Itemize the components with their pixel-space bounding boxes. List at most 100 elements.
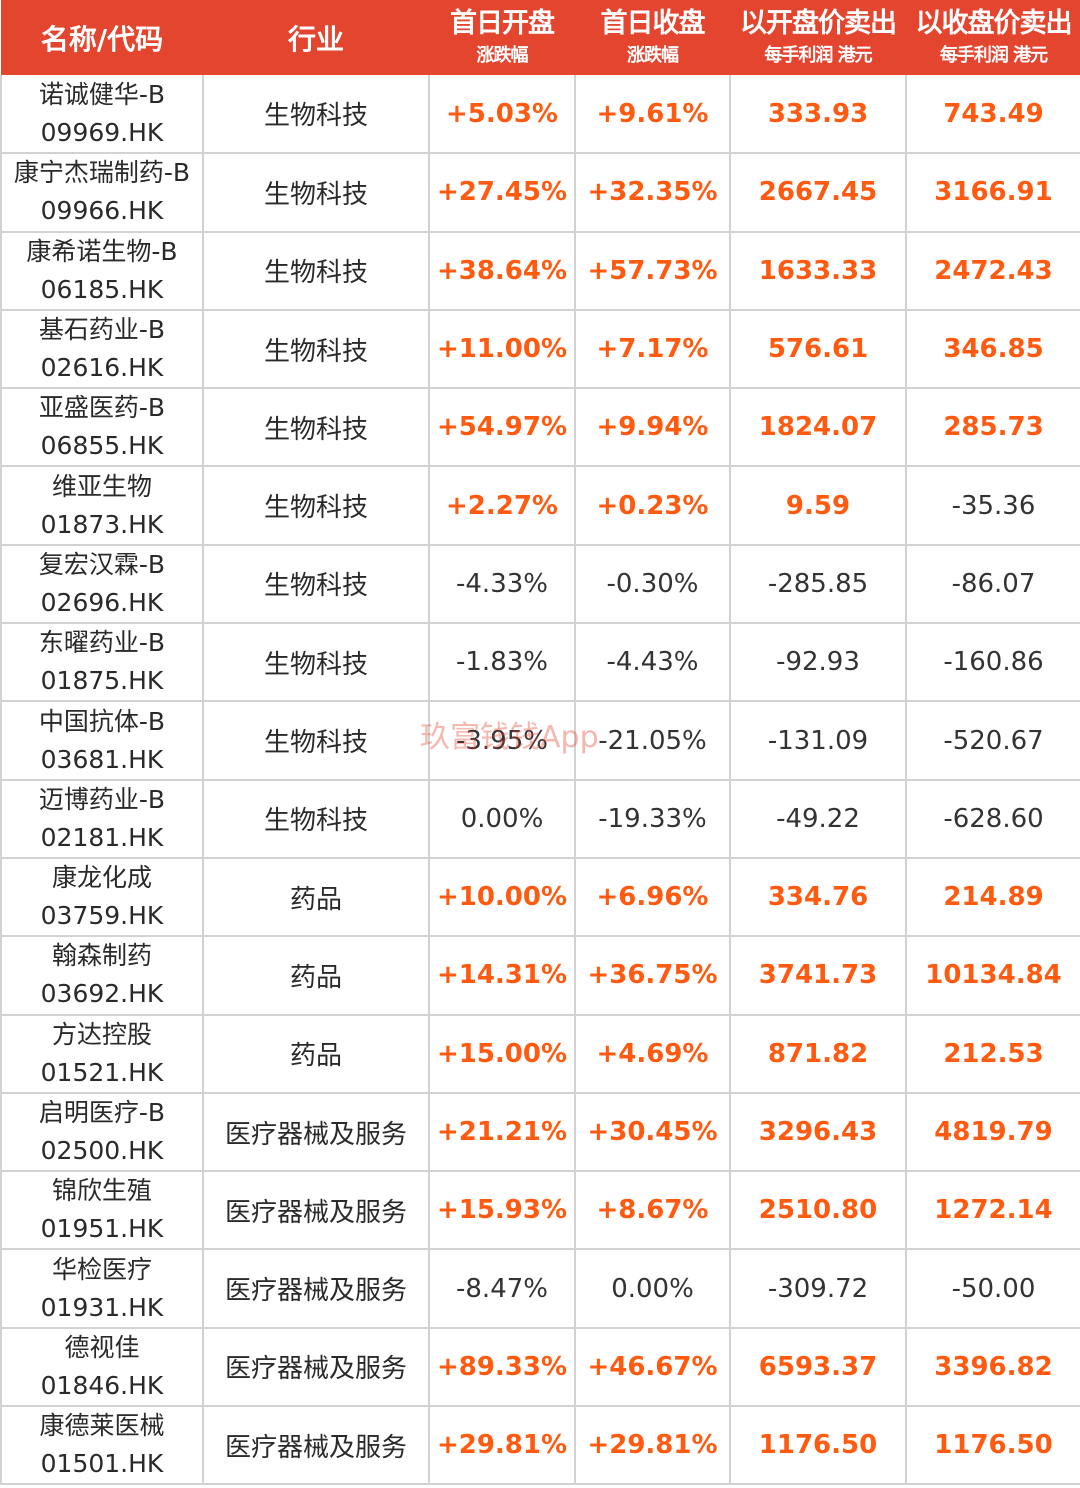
table-row: 维亚生物 01873.HK 生物科技 +2.27% +0.23% 9.59 -35.36 (0, 465, 1080, 546)
open-change-cell: +38.64% (428, 230, 576, 311)
table-row: 中国抗体-B 03681.HK 生物科技 -3.95% -21.05% -131.09 -5… (0, 700, 1080, 781)
stock-code: 02696.HK (40, 587, 164, 617)
profit-close-cell: -628.60 (905, 778, 1080, 859)
table-row: 康希诺生物-B 06185.HK 生物科技 +38.64% +57.73% 1633.33… (0, 230, 1080, 311)
stock-name: 康龙化成 (51, 863, 152, 893)
table-row: 康龙化成 03759.HK 药品 +10.00% +6.96% 334.76 214.89 (0, 856, 1080, 938)
stock-name: 启明医疗-B (38, 1098, 166, 1127)
profit-close-cell: 743.49 (905, 75, 1080, 155)
close-change-cell: -21.05% (574, 700, 731, 781)
industry-cell: 生物科技 (202, 75, 430, 155)
industry-cell: 医疗器械及服务 (202, 1170, 430, 1251)
close-change-cell: +36.75% (574, 935, 731, 1016)
close-change-cell: +32.35% (574, 152, 731, 233)
industry-cell: 生物科技 (202, 543, 430, 625)
open-change-cell: +89.33% (428, 1326, 576, 1408)
stock-name: 康宁杰瑞制药-B (13, 158, 191, 188)
stock-code: 02181.HK (40, 822, 164, 852)
stock-code: 09966.HK (40, 196, 164, 226)
stock-cell: 德视佳 01846.HK (0, 1326, 204, 1408)
industry-cell: 生物科技 (202, 387, 430, 468)
stock-name: 方达控股 (51, 1019, 152, 1049)
profit-open-cell: 9.59 (729, 465, 907, 546)
table-row: 德视佳 01846.HK 医疗器械及服务 +89.33% +46.67% 6593.37 3… (0, 1326, 1080, 1408)
stock-cell: 翰森制药 03692.HK (0, 935, 204, 1016)
open-change-cell: +14.31% (428, 935, 576, 1016)
stock-cell: 康希诺生物-B 06185.HK (0, 230, 204, 311)
stock-cell: 方达控股 01521.HK (0, 1013, 204, 1094)
open-change-cell: +5.03% (428, 75, 576, 155)
stock-cell: 迈博药业-B 02181.HK (0, 778, 204, 859)
stock-name: 迈博药业-B (38, 784, 166, 814)
header-close-title: 首日收盘 (600, 7, 706, 39)
stock-cell: 启明医疗-B 02500.HK (0, 1091, 204, 1173)
profit-open-cell: -309.72 (729, 1248, 907, 1329)
profit-close-cell: -50.00 (905, 1248, 1080, 1329)
stock-code: 01951.HK (40, 1214, 164, 1244)
table-row: 启明医疗-B 02500.HK 医疗器械及服务 +21.21% +30.45% 3296.… (0, 1091, 1080, 1173)
industry-cell: 生物科技 (202, 778, 430, 859)
stock-cell: 亚盛医药-B 06855.HK (0, 387, 204, 468)
stock-cell: 诺诚健华-B 09969.HK (0, 75, 204, 155)
industry-cell: 医疗器械及服务 (202, 1248, 430, 1329)
profit-close-cell: -520.67 (905, 700, 1080, 781)
profit-open-cell: -131.09 (729, 700, 907, 781)
open-change-cell: -3.95% (428, 700, 576, 781)
open-change-cell: +27.45% (428, 152, 576, 233)
profit-close-cell: 3166.91 (905, 152, 1080, 233)
profit-close-cell: 1272.14 (905, 1170, 1080, 1251)
stock-name: 康德莱医械 (39, 1411, 165, 1441)
industry-cell: 生物科技 (202, 152, 430, 233)
stock-cell: 东曜药业-B 01875.HK (0, 622, 204, 703)
profit-close-cell: 214.89 (905, 856, 1080, 938)
stock-cell: 康宁杰瑞制药-B 09966.HK (0, 152, 204, 233)
industry-cell: 医疗器械及服务 (202, 1405, 430, 1486)
profit-open-cell: 2667.45 (729, 152, 907, 233)
profit-close-cell: 346.85 (905, 308, 1080, 390)
profit-open-cell: 1176.50 (729, 1405, 907, 1486)
open-change-cell: +21.21% (428, 1091, 576, 1173)
stock-name: 翰森制药 (51, 941, 152, 971)
close-change-cell: -0.30% (574, 543, 731, 625)
header-name-code: 名称/代码 (1, 0, 203, 75)
profit-open-cell: 3741.73 (729, 935, 907, 1016)
close-change-cell: -4.43% (574, 622, 731, 703)
header-name-code-label: 名称/代码 (40, 22, 164, 56)
close-change-cell: +9.94% (574, 387, 731, 468)
stock-cell: 维亚生物 01873.HK (0, 465, 204, 546)
close-change-cell: -19.33% (574, 778, 731, 859)
table-row: 复宏汉霖-B 02696.HK 生物科技 -4.33% -0.30% -285.85 -86… (0, 543, 1080, 625)
table-row: 诺诚健华-B 09969.HK 生物科技 +5.03% +9.61% 333.93 743.… (0, 75, 1080, 155)
open-change-cell: +15.93% (428, 1170, 576, 1251)
stock-code: 06855.HK (40, 431, 164, 461)
stock-code: 02616.HK (40, 353, 164, 383)
stock-cell: 复宏汉霖-B 02696.HK (0, 543, 204, 625)
table-row: 翰森制药 03692.HK 药品 +14.31% +36.75% 3741.73 10134… (0, 935, 1080, 1016)
industry-cell: 药品 (202, 1013, 430, 1094)
stock-code: 01873.HK (40, 509, 164, 539)
profit-open-cell: 871.82 (729, 1013, 907, 1094)
table-row: 华检医疗 01931.HK 医疗器械及服务 -8.47% 0.00% -309.72 -50… (0, 1248, 1080, 1329)
profit-open-cell: -92.93 (729, 622, 907, 703)
profit-open-cell: -285.85 (729, 543, 907, 625)
table-row: 东曜药业-B 01875.HK 生物科技 -1.83% -4.43% -92.93 -160… (0, 622, 1080, 703)
profit-open-cell: 3296.43 (729, 1091, 907, 1173)
stock-code: 03692.HK (40, 979, 164, 1009)
table-row: 迈博药业-B 02181.HK 生物科技 0.00% -19.33% -49.22 -628… (0, 778, 1080, 859)
profit-open-cell: 334.76 (729, 856, 907, 938)
profit-close-cell: 4819.79 (905, 1091, 1080, 1173)
industry-cell: 生物科技 (202, 230, 430, 311)
industry-cell: 医疗器械及服务 (202, 1326, 430, 1408)
stock-cell: 华检医疗 01931.HK (0, 1248, 204, 1329)
open-change-cell: -1.83% (428, 622, 576, 703)
industry-cell: 药品 (202, 935, 430, 1016)
profit-open-cell: 333.93 (729, 75, 907, 155)
stock-name: 锦欣生殖 (51, 1176, 152, 1206)
header-sell-close-sub: 每手利润 港元 (939, 44, 1048, 66)
table-row: 基石药业-B 02616.HK 生物科技 +11.00% +7.17% 576.61 346… (0, 308, 1080, 390)
stock-code: 01501.HK (40, 1449, 164, 1479)
profit-open-cell: 576.61 (729, 308, 907, 390)
close-change-cell: +0.23% (574, 465, 731, 546)
